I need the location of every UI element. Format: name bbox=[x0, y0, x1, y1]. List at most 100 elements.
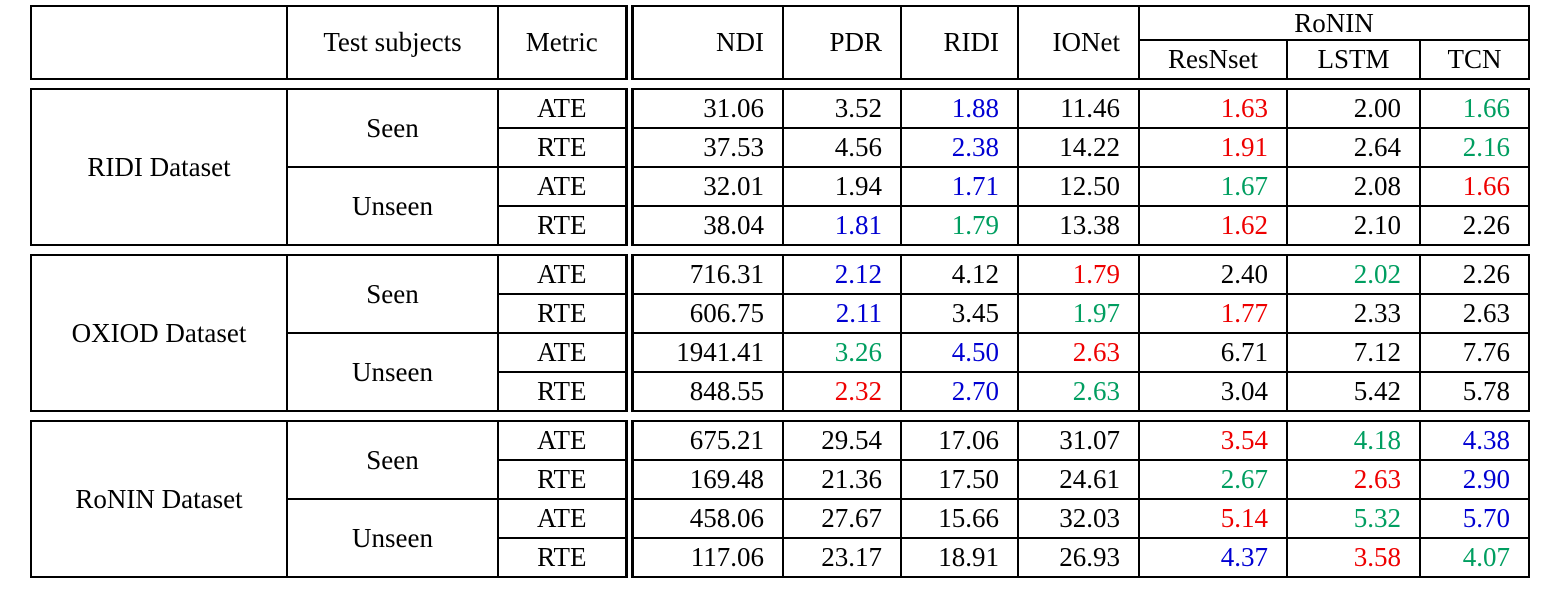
value-cell: 2.63 bbox=[1419, 293, 1530, 334]
table-row: Unseen ATE 1941.41 3.26 4.50 2.63 6.71 7.12 7.76 bbox=[31, 332, 1530, 412]
metric-cell: RTE bbox=[497, 459, 630, 500]
metric-cell: RTE bbox=[497, 205, 630, 246]
value-cell: 4.50 bbox=[900, 332, 1019, 373]
dataset-name-cell: RoNIN Dataset bbox=[30, 420, 288, 578]
value-cell: 716.31 bbox=[624, 254, 784, 295]
value-cell: 1.97 bbox=[1017, 293, 1140, 334]
header-col-resnset: ResNset bbox=[1138, 39, 1288, 80]
test-subject-cell: Unseen bbox=[286, 498, 499, 578]
dataset-blocks: RIDI Dataset Seen ATE 31.06 3.52 1.88 11.46 1.6… bbox=[30, 88, 1530, 578]
metric-cell: RTE bbox=[497, 537, 630, 578]
metric-cell: ATE bbox=[497, 254, 630, 295]
table-row: Unseen ATE 32.01 1.94 1.71 12.50 1.67 2.08 1.66 bbox=[31, 166, 1530, 246]
value-cell: 1.94 bbox=[782, 166, 902, 207]
table-row: RTE 169.48 21.36 17.50 24.61 2.67 2.63 2.90 bbox=[31, 459, 1530, 500]
table-row: RTE 606.75 2.11 3.45 1.97 1.77 2.33 2.63 bbox=[31, 293, 1530, 334]
value-cell: 3.04 bbox=[1138, 371, 1288, 412]
value-cell: 13.38 bbox=[1017, 205, 1140, 246]
value-cell: 11.46 bbox=[1017, 88, 1140, 129]
header-col-lstm: LSTM bbox=[1286, 39, 1421, 80]
header-group-ronin: RoNIN bbox=[1137, 5, 1531, 41]
value-cell: 1.66 bbox=[1419, 166, 1530, 207]
value-cell: 1.77 bbox=[1138, 293, 1288, 334]
value-cell: 1.88 bbox=[900, 88, 1019, 129]
value-cell: 848.55 bbox=[624, 371, 784, 412]
value-cell: 5.70 bbox=[1419, 498, 1530, 539]
value-cell: 32.03 bbox=[1017, 498, 1140, 539]
value-cell: 17.06 bbox=[900, 420, 1019, 461]
table-row: RIDI Dataset Seen ATE 31.06 3.52 1.88 11.46 1.6… bbox=[30, 88, 1530, 246]
value-cell: 1.91 bbox=[1138, 127, 1288, 168]
test-subject-cell: Unseen bbox=[286, 166, 499, 246]
metric-cell: ATE bbox=[497, 420, 630, 461]
value-cell: 117.06 bbox=[624, 537, 784, 578]
value-cell: 606.75 bbox=[624, 293, 784, 334]
value-cell: 2.08 bbox=[1286, 166, 1421, 207]
value-cell: 7.12 bbox=[1286, 332, 1421, 373]
value-cell: 1.66 bbox=[1419, 88, 1530, 129]
value-cell: 4.07 bbox=[1419, 537, 1530, 578]
value-cell: 21.36 bbox=[782, 459, 902, 500]
header-row-sub: ResNset LSTM TCN bbox=[31, 39, 1531, 80]
value-cell: 1.62 bbox=[1138, 205, 1288, 246]
value-cell: 5.14 bbox=[1138, 498, 1288, 539]
dataset-name-cell: RIDI Dataset bbox=[30, 88, 288, 246]
metric-cell: ATE bbox=[497, 498, 630, 539]
value-cell: 2.63 bbox=[1286, 459, 1421, 500]
header-row-top: Test subjects Metric NDI PDR RIDI IONet … bbox=[30, 5, 1531, 80]
value-cell: 2.63 bbox=[1017, 332, 1140, 373]
value-cell: 15.66 bbox=[900, 498, 1019, 539]
value-cell: 24.61 bbox=[1017, 459, 1140, 500]
value-cell: 32.01 bbox=[624, 166, 784, 207]
metric-cell: RTE bbox=[497, 293, 630, 334]
value-cell: 3.45 bbox=[900, 293, 1019, 334]
table-row: OXIOD Dataset Seen ATE 716.31 2.12 4.12 1.79 2.… bbox=[30, 254, 1530, 412]
value-cell: 2.16 bbox=[1419, 127, 1530, 168]
value-cell: 38.04 bbox=[624, 205, 784, 246]
value-cell: 18.91 bbox=[900, 537, 1019, 578]
metric-cell: ATE bbox=[497, 166, 630, 207]
metric-cell: RTE bbox=[497, 127, 630, 168]
table-row: RTE 848.55 2.32 2.70 2.63 3.04 5.42 5.78 bbox=[31, 371, 1530, 412]
table-row: RTE 37.53 4.56 2.38 14.22 1.91 2.64 2.16 bbox=[31, 127, 1530, 168]
header-col-ridi: RIDI bbox=[900, 5, 1019, 80]
value-cell: 27.67 bbox=[782, 498, 902, 539]
results-table-page: Test subjects Metric NDI PDR RIDI IONet … bbox=[30, 5, 1531, 578]
value-cell: 29.54 bbox=[782, 420, 902, 461]
value-cell: 4.18 bbox=[1286, 420, 1421, 461]
value-cell: 2.90 bbox=[1419, 459, 1530, 500]
dataset-table: RoNIN Dataset Seen ATE 675.21 29.54 17.06 31.0… bbox=[30, 420, 1530, 578]
value-cell: 1941.41 bbox=[624, 332, 784, 373]
value-cell: 4.38 bbox=[1419, 420, 1530, 461]
value-cell: 5.42 bbox=[1286, 371, 1421, 412]
value-cell: 26.93 bbox=[1017, 537, 1140, 578]
value-cell: 2.64 bbox=[1286, 127, 1421, 168]
value-cell: 4.56 bbox=[782, 127, 902, 168]
dataset-table: RIDI Dataset Seen ATE 31.06 3.52 1.88 11.46 1.6… bbox=[30, 88, 1530, 246]
table-row: RoNIN Dataset Seen ATE 675.21 29.54 17.06 31.0… bbox=[30, 420, 1530, 578]
value-cell: 14.22 bbox=[1017, 127, 1140, 168]
value-cell: 2.40 bbox=[1138, 254, 1288, 295]
test-subject-cell: Seen bbox=[286, 88, 499, 168]
header-metric: Metric bbox=[497, 5, 630, 80]
value-cell: 6.71 bbox=[1138, 332, 1288, 373]
value-cell: 23.17 bbox=[782, 537, 902, 578]
value-cell: 12.50 bbox=[1017, 166, 1140, 207]
value-cell: 1.81 bbox=[782, 205, 902, 246]
value-cell: 2.70 bbox=[900, 371, 1019, 412]
metric-cell: ATE bbox=[497, 88, 630, 129]
header-col-ndi: NDI bbox=[624, 5, 784, 80]
value-cell: 1.79 bbox=[900, 205, 1019, 246]
value-cell: 2.67 bbox=[1138, 459, 1288, 500]
value-cell: 3.26 bbox=[782, 332, 902, 373]
value-cell: 1.63 bbox=[1138, 88, 1288, 129]
value-cell: 31.06 bbox=[624, 88, 784, 129]
value-cell: 3.58 bbox=[1286, 537, 1421, 578]
header-col-pdr: PDR bbox=[782, 5, 902, 80]
value-cell: 2.38 bbox=[900, 127, 1019, 168]
value-cell: 2.00 bbox=[1286, 88, 1421, 129]
value-cell: 2.26 bbox=[1419, 205, 1530, 246]
test-subject-cell: Unseen bbox=[286, 332, 499, 412]
value-cell: 1.79 bbox=[1017, 254, 1140, 295]
value-cell: 37.53 bbox=[624, 127, 784, 168]
